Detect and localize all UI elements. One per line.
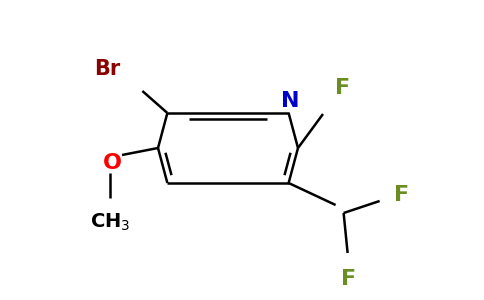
Text: Br: Br bbox=[94, 59, 121, 79]
Text: F: F bbox=[393, 185, 409, 205]
Text: CH$_3$: CH$_3$ bbox=[90, 212, 130, 233]
Text: O: O bbox=[103, 153, 121, 173]
Text: F: F bbox=[335, 78, 350, 98]
Text: N: N bbox=[281, 91, 300, 111]
Text: F: F bbox=[341, 269, 356, 289]
